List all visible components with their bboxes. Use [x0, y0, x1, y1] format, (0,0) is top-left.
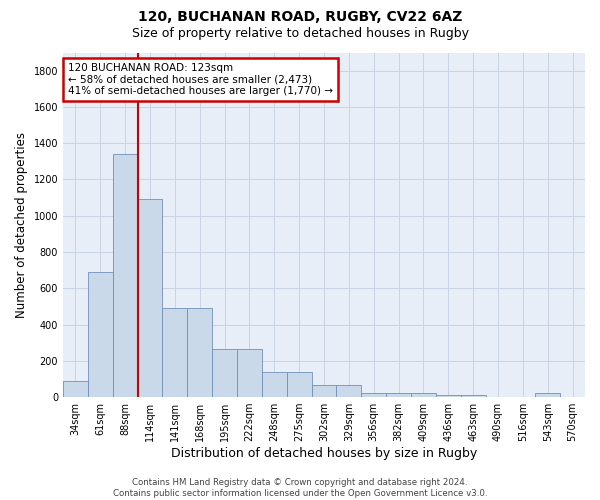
X-axis label: Distribution of detached houses by size in Rugby: Distribution of detached houses by size … [171, 447, 477, 460]
Bar [535, 392, 560, 397]
Text: Contains HM Land Registry data © Crown copyright and database right 2024.
Contai: Contains HM Land Registry data © Crown c… [113, 478, 487, 498]
Text: Size of property relative to detached houses in Rugby: Size of property relative to detached ho… [131, 28, 469, 40]
Bar [287, 372, 311, 397]
Bar [237, 349, 262, 397]
Bar [411, 392, 436, 397]
Bar [113, 154, 137, 397]
Y-axis label: Number of detached properties: Number of detached properties [15, 132, 28, 318]
Bar [63, 381, 88, 397]
Bar [311, 386, 337, 397]
Bar [212, 349, 237, 397]
Bar [187, 308, 212, 397]
Bar [461, 396, 485, 397]
Bar [337, 386, 361, 397]
Bar [137, 200, 163, 397]
Text: 120 BUCHANAN ROAD: 123sqm
← 58% of detached houses are smaller (2,473)
41% of se: 120 BUCHANAN ROAD: 123sqm ← 58% of detac… [68, 63, 333, 96]
Bar [361, 392, 386, 397]
Bar [163, 308, 187, 397]
Bar [88, 272, 113, 397]
Text: 120, BUCHANAN ROAD, RUGBY, CV22 6AZ: 120, BUCHANAN ROAD, RUGBY, CV22 6AZ [138, 10, 462, 24]
Bar [262, 372, 287, 397]
Bar [386, 392, 411, 397]
Bar [436, 396, 461, 397]
